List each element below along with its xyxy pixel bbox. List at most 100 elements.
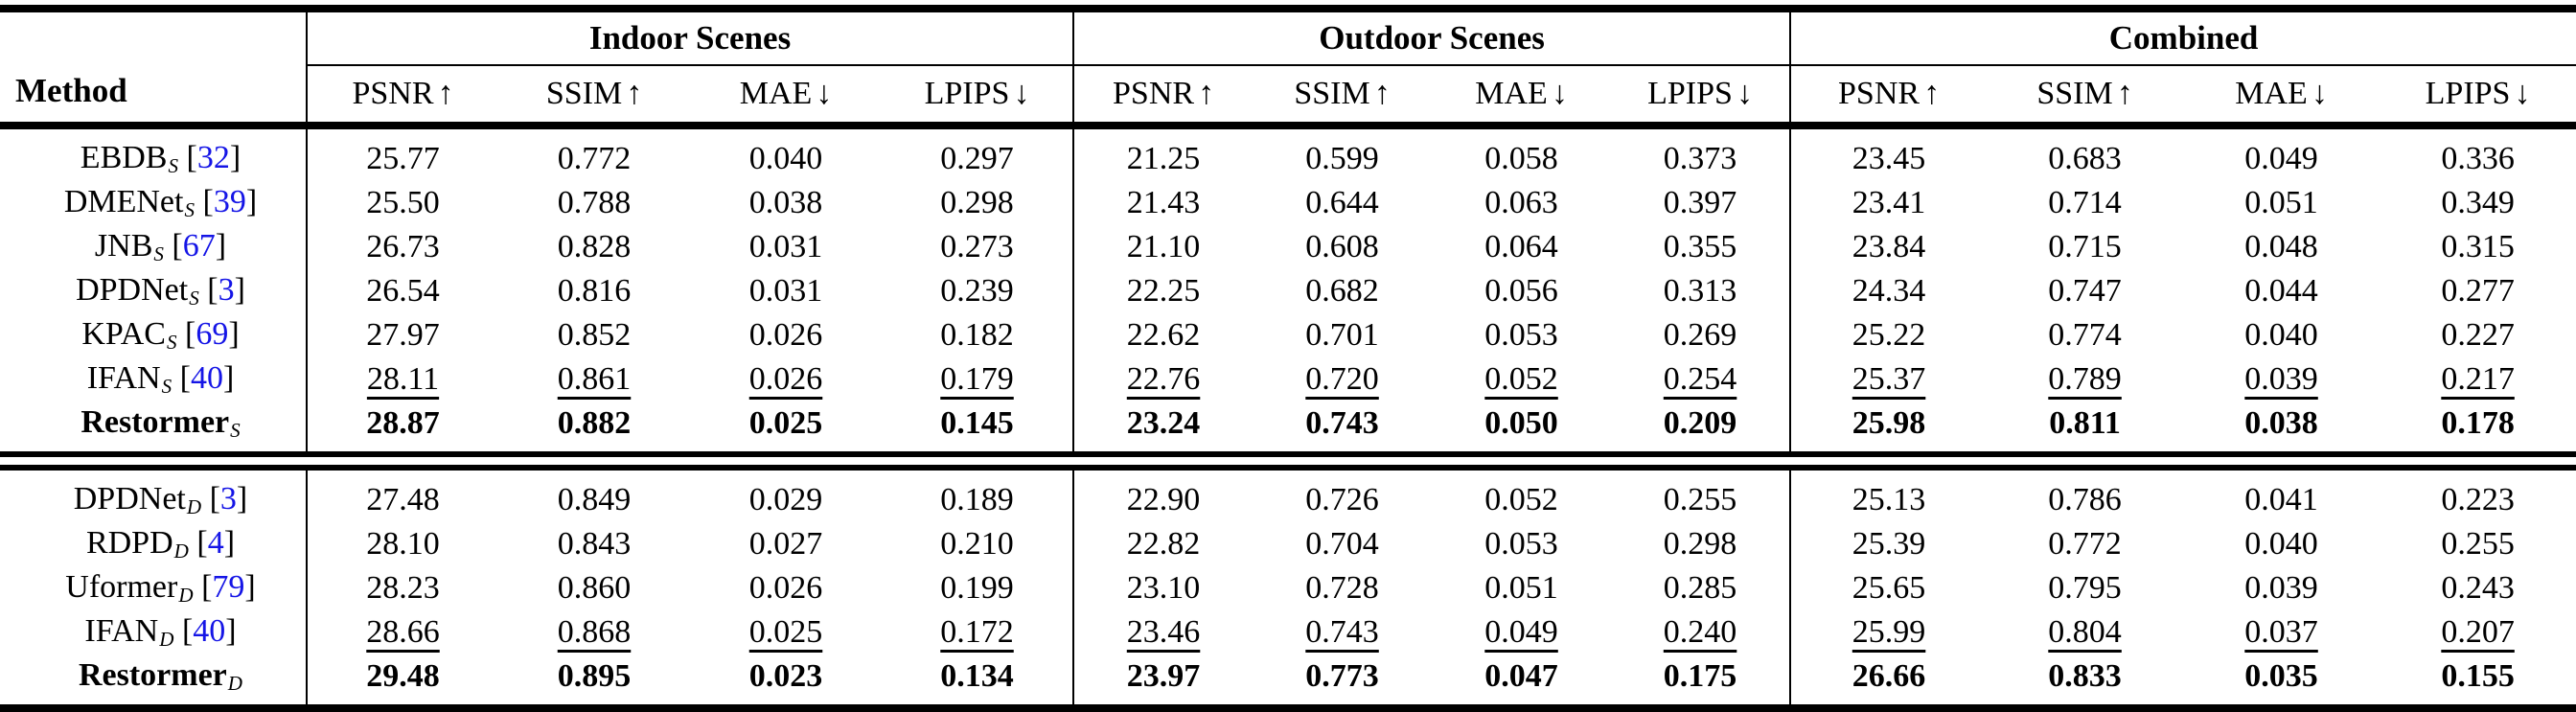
citation-link[interactable]: 79 (212, 568, 245, 605)
metric-header-outdoor-ssim: SSIM ↑ (1253, 65, 1433, 129)
indoor-ssim-value: 0.843 (557, 526, 632, 562)
up-arrow-icon: ↑ (1923, 76, 1941, 111)
outdoor-lpips-value: 0.373 (1663, 141, 1737, 176)
citation-link[interactable]: 3 (218, 271, 235, 308)
dual-pixel-section: DPDNetD [3] 27.48 0.849 0.029 0.189 22.90 0.72… (0, 468, 2576, 708)
metric-label: SSIM (545, 76, 623, 111)
combined-ssim-value: 0.833 (2048, 658, 2122, 694)
metric-header-indoor-lpips: LPIPS ↓ (882, 65, 1074, 129)
metric-label: SSIM (1294, 76, 1370, 111)
outdoor-mae-value: 0.058 (1484, 141, 1558, 176)
outdoor-ssim-value: 0.682 (1305, 273, 1379, 309)
method-cell: DPDNetD [3] (0, 468, 307, 522)
citation-link[interactable]: 40 (190, 359, 223, 396)
citation-bracket: ] (223, 524, 236, 561)
outdoor-ssim-value: 0.599 (1305, 141, 1379, 176)
combined-ssim-value: 0.774 (2048, 317, 2122, 353)
method-subscript: D (227, 672, 243, 696)
outdoor-psnr-value: 22.62 (1072, 313, 1254, 357)
citation-link[interactable]: 67 (182, 227, 216, 264)
indoor-ssim-value: 0.882 (557, 405, 632, 441)
up-arrow-icon: ↑ (2116, 76, 2133, 111)
citation-bracket: [ (193, 568, 213, 605)
combined-ssim-value: 0.795 (2048, 570, 2122, 606)
outdoor-psnr-value: 21.10 (1072, 225, 1254, 269)
indoor-lpips-value: 0.239 (940, 273, 1014, 309)
down-arrow-icon: ↓ (1013, 76, 1030, 111)
method-subscript: S (189, 287, 199, 310)
indoor-mae-value: 0.038 (748, 185, 823, 220)
metric-label: PSNR (352, 76, 434, 111)
combined-mae-value: 0.035 (2244, 658, 2318, 694)
citation-link[interactable]: 4 (207, 524, 224, 561)
combined-ssim-value: 0.715 (2048, 229, 2122, 264)
method-cell: RestormerS (0, 402, 307, 454)
combined-mae-value: 0.048 (2244, 229, 2318, 264)
method-cell: RDPDD [4] (0, 522, 307, 566)
combined-mae-value: 0.044 (2244, 273, 2318, 309)
outdoor-psnr-value: 23.10 (1072, 566, 1254, 610)
metric-header-outdoor-psnr: PSNR ↑ (1072, 65, 1254, 129)
outdoor-ssim-value: 0.701 (1305, 317, 1379, 353)
indoor-ssim-value: 0.868 (557, 614, 632, 650)
indoor-psnr-value: 25.50 (306, 181, 498, 225)
down-arrow-icon: ↓ (1736, 76, 1753, 111)
table-row: RestormerD 29.48 0.895 0.023 0.134 23.97 0.773… (0, 655, 2576, 708)
citation-link[interactable]: 39 (213, 183, 246, 219)
combined-lpips-value: 0.243 (2441, 570, 2515, 606)
table-row: IFANS [40] 28.11 0.861 0.026 0.179 22.76 0.720… (0, 357, 2576, 402)
outdoor-lpips-value: 0.254 (1663, 361, 1737, 397)
method-name: IFAN (84, 612, 159, 649)
citation-bracket: ] (244, 568, 256, 605)
metric-header-indoor-psnr: PSNR ↑ (306, 65, 498, 129)
combined-ssim-value: 0.747 (2048, 273, 2122, 309)
citation-bracket: ] (222, 359, 235, 396)
citation-link[interactable]: 32 (196, 139, 230, 175)
citation-bracket: [ (195, 183, 214, 219)
metric-label: PSNR (1113, 76, 1195, 111)
metric-label: LPIPS (1647, 76, 1733, 111)
indoor-ssim-value: 0.788 (557, 185, 632, 220)
citation-bracket: [ (198, 271, 218, 308)
metric-label: MAE (1475, 76, 1548, 111)
indoor-lpips-value: 0.273 (940, 229, 1014, 264)
indoor-psnr-value: 26.54 (306, 269, 498, 313)
outdoor-lpips-value: 0.355 (1663, 229, 1737, 264)
combined-ssim-value: 0.714 (2048, 185, 2122, 220)
citation-bracket: ] (234, 271, 245, 308)
combined-psnr-value: 24.34 (1789, 269, 1988, 313)
outdoor-lpips-value: 0.209 (1663, 405, 1737, 441)
indoor-psnr-value: 28.66 (306, 610, 498, 655)
outdoor-ssim-value: 0.743 (1305, 614, 1379, 650)
table-row: UformerD [79] 28.23 0.860 0.026 0.199 23.10 0.… (0, 566, 2576, 610)
combined-ssim-value: 0.772 (2048, 526, 2122, 562)
combined-psnr-value: 23.84 (1789, 225, 1988, 269)
outdoor-lpips-value: 0.240 (1663, 614, 1737, 650)
outdoor-psnr-value: 22.90 (1072, 468, 1254, 522)
outdoor-mae-value: 0.049 (1484, 614, 1558, 650)
citation-link[interactable]: 69 (196, 315, 229, 352)
combined-psnr-value: 25.99 (1789, 610, 1988, 655)
method-subscript: S (153, 242, 164, 266)
citation-link[interactable]: 3 (219, 480, 237, 517)
method-cell: EBDBS [32] (0, 126, 307, 181)
indoor-lpips-value: 0.210 (940, 526, 1014, 562)
metric-label: LPIPS (2425, 76, 2511, 111)
outdoor-lpips-value: 0.269 (1663, 317, 1737, 353)
method-subscript: S (184, 198, 196, 222)
outdoor-mae-value: 0.052 (1484, 361, 1558, 397)
method-subscript: D (173, 540, 189, 563)
down-arrow-icon: ↓ (1551, 76, 1568, 111)
metric-label: PSNR (1838, 76, 1920, 111)
combined-lpips-value: 0.315 (2441, 229, 2515, 264)
method-subscript: D (186, 495, 202, 519)
method-name: Restormer (80, 403, 230, 440)
method-subscript: S (166, 331, 177, 355)
indoor-mae-value: 0.026 (748, 570, 823, 606)
indoor-ssim-value: 0.816 (557, 273, 632, 309)
combined-lpips-value: 0.217 (2441, 361, 2515, 397)
method-column-header: Method (0, 9, 307, 129)
metric-header-outdoor-lpips: LPIPS ↓ (1611, 65, 1791, 129)
metric-label: MAE (2235, 76, 2308, 111)
citation-link[interactable]: 40 (193, 612, 226, 649)
